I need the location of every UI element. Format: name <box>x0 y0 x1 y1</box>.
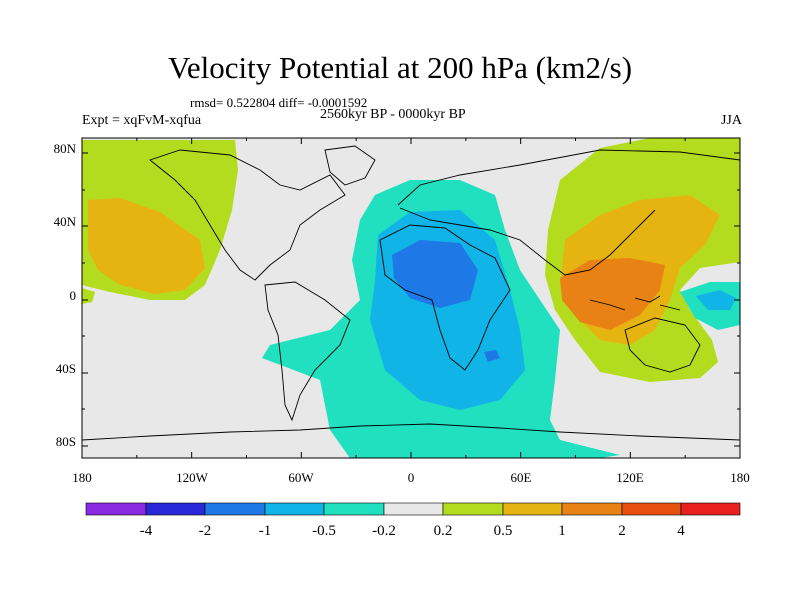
colorbar-label-1: -2 <box>199 523 212 539</box>
coastlines <box>82 145 740 441</box>
y-axis-labels: 80N 40N 0 40S 80S <box>54 141 77 449</box>
colorbar-label-4: -0.2 <box>372 523 396 539</box>
period-label: 2560kyr BP - 0000kyr BP <box>320 107 466 122</box>
colorbar-box-7 <box>502 502 563 516</box>
positive-region-east-pacific-moderate <box>88 198 205 294</box>
colorbar-label-8: 2 <box>618 523 626 539</box>
colorbar-box-10 <box>680 502 741 516</box>
colorbar: -4 -2 -1 -0.5 -0.2 0.2 0.5 1 2 4 <box>85 502 741 539</box>
colorbar-box-3 <box>264 502 325 516</box>
positive-region-asia-strong <box>560 258 665 330</box>
colorbar-label-7: 1 <box>558 523 566 539</box>
y-tick-label-3: 40S <box>56 361 76 376</box>
x-tick-label-4: 60E <box>511 470 532 485</box>
coastline-greenland <box>324 145 376 186</box>
y-tick-label-0: 80N <box>54 141 77 156</box>
x-tick-label-1: 120W <box>176 470 209 485</box>
negative-region-africa-strong <box>392 240 478 308</box>
y-tick-label-1: 40N <box>54 214 77 229</box>
coastline-south-america <box>264 281 351 422</box>
x-tick-label-6: 180 <box>730 470 750 485</box>
x-tick-label-3: 0 <box>408 470 415 485</box>
stats-label: rmsd= 0.522804 diff= -0.0001592 <box>190 95 368 110</box>
season-label: JJA <box>720 113 742 128</box>
colorbar-box-9 <box>621 502 682 516</box>
colorbar-box-2 <box>204 502 266 516</box>
axis-ticks <box>81 138 741 458</box>
colorbar-box-8 <box>561 502 623 516</box>
coastline-africa <box>379 224 511 371</box>
coastline-europe-asia <box>397 149 740 276</box>
colorbar-label-3: -0.5 <box>312 523 336 539</box>
colorbar-label-5: 0.2 <box>434 523 453 539</box>
y-tick-label-4: 80S <box>56 434 76 449</box>
coastline-indonesia <box>589 295 681 311</box>
x-tick-label-0: 180 <box>72 470 92 485</box>
colorbar-box-1 <box>145 502 206 516</box>
coastline-north-america <box>149 149 346 281</box>
map-field <box>82 138 740 458</box>
map-title: Velocity Potential at 200 hPa (km2/s) <box>167 50 633 85</box>
colorbar-box-5 <box>383 502 444 516</box>
y-tick-label-2: 0 <box>70 288 77 303</box>
colorbar-label-6: 0.5 <box>494 523 513 539</box>
colorbar-box-6 <box>442 502 504 516</box>
x-tick-label-2: 60W <box>288 470 314 485</box>
negative-region-west-pacific-moderate <box>696 290 736 310</box>
negative-region-south-patch <box>484 350 500 362</box>
coastline-australia <box>624 317 701 373</box>
colorbar-label-0: -4 <box>140 523 153 539</box>
x-tick-label-5: 120E <box>616 470 644 485</box>
colorbar-label-2: -1 <box>259 523 272 539</box>
colorbar-box-0 <box>85 502 147 516</box>
x-axis-labels: 180 120W 60W 0 60E 120E 180 <box>72 470 750 485</box>
colorbar-box-4 <box>323 502 385 516</box>
coastline-antarctica <box>82 423 740 441</box>
colorbar-label-9: 4 <box>677 523 685 539</box>
experiment-label: Expt = xqFvM-xqfua <box>82 113 202 128</box>
